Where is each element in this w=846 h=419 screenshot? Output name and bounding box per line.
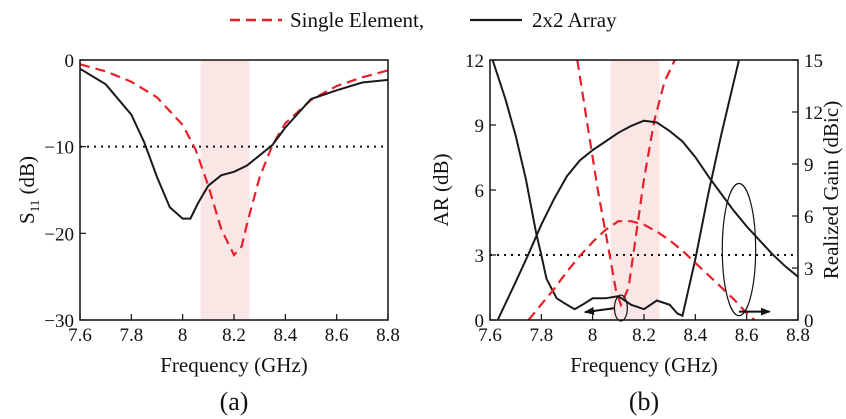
legend: Single Element, 2x2 Array [230,8,617,32]
panel-b-ytick-tick-label: 6 [475,181,485,202]
panel-b-ar-arrow [583,306,616,315]
panel-a-label: (a) [220,387,249,416]
panel-a-ytick-tick-label: −30 [44,311,74,332]
panel-b-y2label: Realized Gain (dBic) [819,101,843,279]
panel-b-ytick-tick-label: 9 [475,116,485,137]
panel-a-xtick-label: 8.4 [273,325,297,346]
panel-b-xticks: 7.6 7.8 8 8.2 8.4 8.6 8.8 [478,314,810,346]
panel-b-y2tick-tick-label: 12 [804,103,823,124]
panel-a-xtick-label: 8 [178,325,188,346]
panel-b-xtick-label: 8 [588,325,598,346]
panel-b-ar-array [491,60,740,318]
panel-a-xlabel: Frequency (GHz) [160,353,308,377]
panel-a-xtick-label: 8.6 [325,325,349,346]
panel-a-ytick-tick-label: 0 [65,51,75,72]
panel-b-xtick-label: 8.8 [786,325,810,346]
panel-a-xticks: 7.6 7.8 8 8.2 8.4 8.6 8.8 [68,314,400,346]
legend-array-label: 2x2 Array [532,8,617,32]
panel-b-gain-ellipse [721,182,757,317]
panel-b-yticks: 0 3 6 9 12 [465,51,496,332]
panel-a-frame [79,59,389,321]
panel-b-y2tick-tick-label: 3 [804,259,814,280]
panel-b-label: (b) [629,387,659,416]
panel-a-xtick-label: 8.2 [222,325,246,346]
panel-a-ytick-tick-label: −10 [44,138,74,159]
panel-a-xtick-label: 8.8 [376,325,400,346]
panel-b-ytick-tick-label: 12 [465,51,484,72]
panel-b-xtick-label: 8.2 [632,325,656,346]
panel-b-ytick-tick-label: 3 [475,246,485,267]
panel-b-gain-single [527,220,756,320]
panel-b-ylabel: AR (dB) [429,154,453,227]
panel-a: 7.6 7.8 8 8.2 8.4 8.6 8.8 0 −10 −20 −30 Frequency… [15,51,400,416]
panel-b-xlabel: Frequency (GHz) [570,353,718,377]
panel-b-ar-single [576,60,676,308]
panel-b-xtick-label: 8.6 [735,325,759,346]
panel-b-xtick-label: 7.6 [478,325,502,346]
panel-b-y2tick-tick-label: 0 [804,311,814,332]
panel-b-gain-array [496,119,798,320]
panel-b-y2tick-tick-label: 6 [804,207,814,228]
panel-b-xtick-label: 8.4 [683,325,707,346]
panel-a-ytick-tick-label: −20 [44,224,74,245]
panel-a-xtick-label: 7.6 [68,325,92,346]
panel-b-ytick-tick-label: 0 [475,311,485,332]
legend-single-label: Single Element, [290,8,424,32]
panel-b-y2tick-tick-label: 15 [804,51,823,72]
panel-b-shaded-band [610,60,660,320]
panel-b-xtick-label: 7.8 [529,325,553,346]
panel-b-y2tick-tick-label: 9 [804,155,814,176]
panel-a-series-array [80,67,388,220]
panel-a-xtick-label: 7.8 [119,325,143,346]
panel-b: 7.6 7.8 8 8.2 8.4 8.6 8.8 0 3 6 9 12 0 3 6 9 12 15 Freq… [429,51,843,416]
panel-b-frame [489,59,799,321]
panel-a-shaded-band [200,60,250,320]
panel-a-ylabel: S11 (dB) [15,156,42,224]
